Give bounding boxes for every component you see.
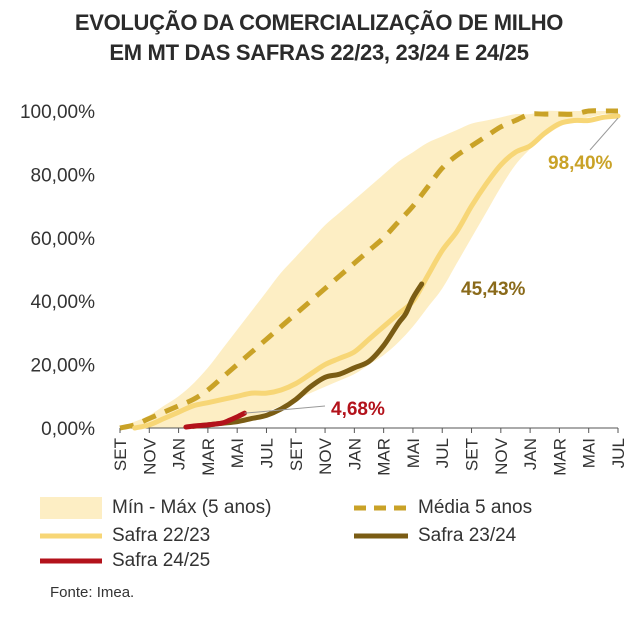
- legend-item-minmax: Mín - Máx (5 anos): [40, 497, 271, 519]
- chart-title-line1: EVOLUÇÃO DA COMERCIALIZAÇÃO DE MILHO: [74, 10, 564, 35]
- annotation-leader-2223: [589, 117, 619, 151]
- x-tick-label: SET: [111, 438, 130, 471]
- legend-label-2223: Safra 22/23: [112, 525, 211, 546]
- y-tick-label: 0,00%: [41, 419, 95, 440]
- x-tick-label: JAN: [345, 438, 364, 470]
- annotation-label-2223: 98,40%: [548, 153, 613, 174]
- legend-swatch-2223: [40, 533, 102, 539]
- legend-item-safra-2425: Safra 24/25: [40, 550, 210, 572]
- legend-label-minmax: Mín - Máx (5 anos): [112, 497, 272, 518]
- x-tick-label: JAN: [521, 438, 540, 470]
- x-tick-label: MAR: [375, 438, 394, 476]
- x-tick-label: NOV: [316, 437, 335, 475]
- legend-item-safra-2223: Safra 22/23: [40, 525, 210, 547]
- y-tick-label: 20,00%: [31, 356, 96, 377]
- x-tick-label: SET: [463, 438, 482, 471]
- y-tick-label: 100,00%: [20, 102, 95, 123]
- legend-label-media: Média 5 anos: [418, 497, 533, 518]
- legend-swatch-2425: [40, 558, 102, 564]
- annotation-label-2425: 4,68%: [331, 399, 385, 420]
- x-tick-label: MAI: [404, 438, 423, 468]
- x-tick-label: JUL: [433, 438, 452, 468]
- series-safra-2324: [190, 281, 425, 429]
- x-tick-label: MAI: [228, 438, 247, 468]
- y-tick-label: 40,00%: [31, 292, 96, 313]
- legend-swatch-band: [40, 497, 102, 519]
- y-tick-label: 80,00%: [31, 165, 96, 186]
- x-tick-label: MAR: [199, 438, 218, 476]
- annotation-label-2324: 45,43%: [461, 279, 526, 300]
- chart-title-line2: EM MT DAS SAFRAS 22/23, 23/24 E 24/25: [109, 40, 529, 65]
- legend-label-2425: Safra 24/25: [112, 550, 211, 571]
- annotation-leader-2425: [244, 405, 326, 414]
- series-safra-2223: [132, 113, 621, 431]
- x-tick-label: MAI: [580, 438, 599, 468]
- legend-item-safra-2324: Safra 23/24: [354, 525, 516, 547]
- chart-title: EVOLUÇÃO DA COMERCIALIZAÇÃO DE MILHO EM …: [0, 8, 638, 68]
- legend-item-media: Média 5 anos: [354, 497, 532, 519]
- y-tick-label: 60,00%: [31, 229, 96, 250]
- x-tick-label: NOV: [140, 437, 159, 475]
- series-band-minmax: [120, 110, 618, 429]
- x-tick-label: NOV: [492, 437, 511, 475]
- legend-swatch-dashed: [354, 505, 408, 511]
- x-tick-label: JUL: [609, 438, 628, 468]
- x-tick-label: SET: [287, 438, 306, 471]
- legend-label-2324: Safra 23/24: [418, 525, 517, 546]
- x-tick-label: MAR: [550, 438, 569, 476]
- x-tick-label: JAN: [170, 438, 189, 470]
- source-note: Fonte: Imea.: [50, 584, 135, 601]
- legend-swatch-2324: [354, 533, 408, 539]
- x-tick-label: JUL: [257, 438, 276, 468]
- series-safra-2425: [183, 410, 247, 430]
